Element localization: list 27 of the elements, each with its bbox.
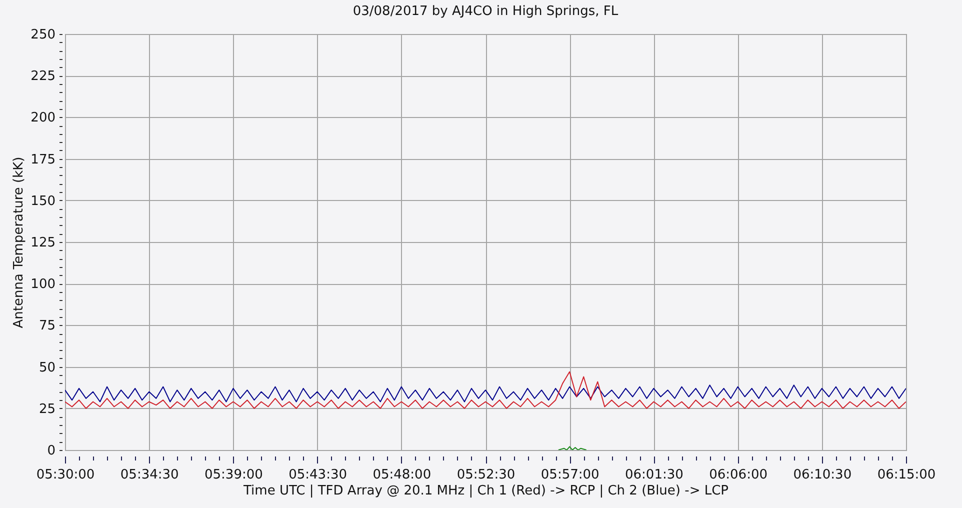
y-tick-label: 175 <box>30 152 56 168</box>
x-tick-label: 05:34:30 <box>120 468 179 482</box>
y-tick-label: 75 <box>38 318 56 334</box>
x-tick-label: 06:06:00 <box>709 468 768 482</box>
x-tick-label: 06:01:30 <box>625 468 684 482</box>
y-tick-label: 125 <box>30 236 56 250</box>
line-series <box>65 371 906 409</box>
x-tick-label: 05:39:00 <box>204 468 263 482</box>
y-tick-label: 200 <box>30 110 56 126</box>
x-axis-title: Time UTC | TFD Array @ 20.1 MHz | Ch 1 (Red) -> RCP | Ch 2 (Blue) -> LCP <box>242 484 729 498</box>
y-tick-label: 25 <box>38 402 56 417</box>
y-tick-label: 225 <box>30 69 56 84</box>
y-tick-label: 0 <box>47 444 56 458</box>
x-tick-label: 05:30:00 <box>36 468 95 482</box>
y-tick-label: 150 <box>30 194 56 209</box>
x-tick-label: 05:52:30 <box>456 468 516 482</box>
x-tick-label: 05:43:30 <box>288 468 347 482</box>
chart-title: 03/08/2017 by AJ4CO in High Springs, FL <box>352 4 619 19</box>
x-tick-label: 06:10:30 <box>793 468 852 482</box>
x-tick-label: 05:48:00 <box>372 468 432 482</box>
x-tick-label: 05:57:00 <box>540 468 600 482</box>
y-tick-label: 100 <box>30 277 56 292</box>
x-tick-label: 06:15:00 <box>877 468 936 482</box>
y-tick-label: 250 <box>30 28 56 42</box>
y-tick-label: 50 <box>38 360 56 376</box>
line-series <box>65 384 906 402</box>
y-axis-title: Antenna Temperature (kK) <box>12 156 27 328</box>
